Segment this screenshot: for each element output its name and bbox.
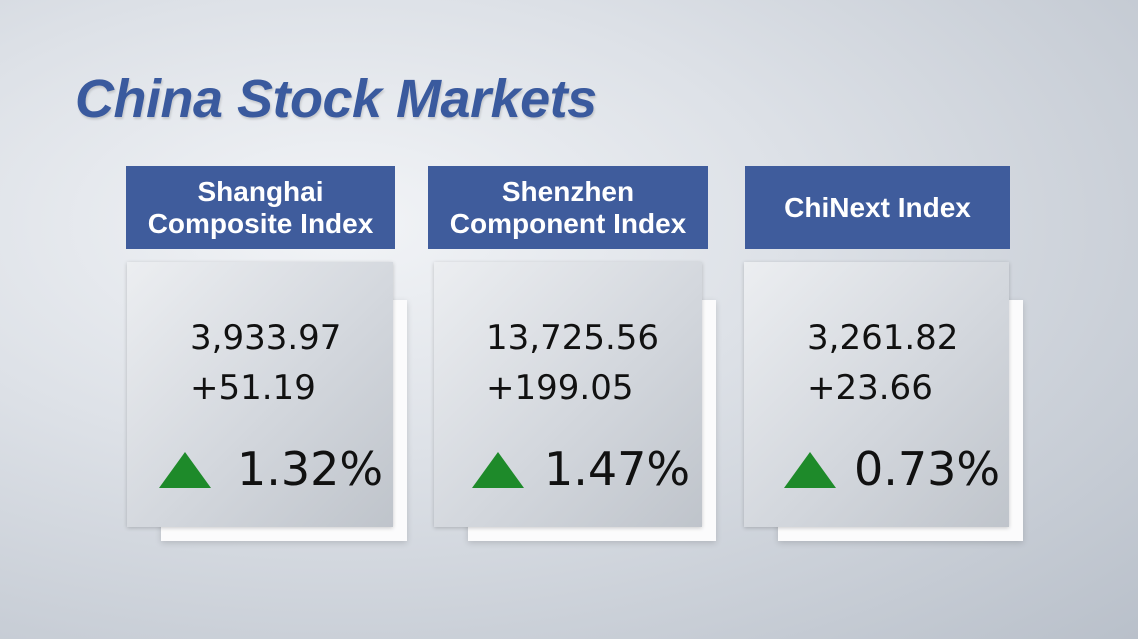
index-value: 3,261.82 — [807, 318, 959, 358]
card-name: Component Index — [449, 207, 687, 239]
up-arrow — [159, 452, 211, 488]
card-name: ChiNext Index — [784, 191, 971, 223]
card-name: Shanghai — [197, 175, 324, 207]
card-header: Shanghai Composite Index — [126, 166, 395, 249]
index-percent: 1.47% — [544, 442, 691, 496]
title: China Stock Markets — [75, 69, 597, 129]
index-value: 13,725.56 — [486, 318, 660, 358]
card-header: ChiNext Index — [745, 166, 1010, 249]
card-name: Shenzhen — [501, 175, 635, 207]
card-header: Shenzhen Component Index — [428, 166, 708, 249]
index-change: +199.05 — [486, 368, 634, 408]
index-value: 3,933.97 — [190, 318, 342, 358]
index-percent: 1.32% — [237, 442, 384, 496]
index-change: +23.66 — [807, 368, 933, 408]
index-change: +51.19 — [190, 368, 316, 408]
index-percent: 0.73% — [854, 442, 1001, 496]
card-name: Composite Index — [147, 207, 374, 239]
up-arrow — [472, 452, 524, 488]
up-arrow — [784, 452, 836, 488]
